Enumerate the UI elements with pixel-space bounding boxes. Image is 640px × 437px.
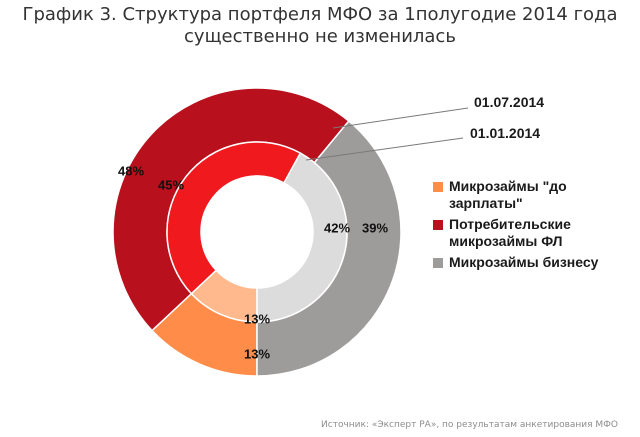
legend-swatch-consumer xyxy=(433,220,443,230)
legend-item-payday: Микрозаймы "до зарплаты" xyxy=(433,178,633,212)
inner-label-consumer: 45% xyxy=(158,177,184,192)
slice-labels: 13% 48% 39% 13% 45% 42% xyxy=(118,163,388,361)
donut-slices xyxy=(112,87,402,377)
callout-leader-outer xyxy=(332,107,469,129)
callout-label-outer: 01.07.2014 xyxy=(474,94,544,110)
legend: Микрозаймы "до зарплаты" Потребительские… xyxy=(433,178,633,275)
legend-label-business-line-1: Микрозаймы бизнесу xyxy=(449,254,599,270)
source-note: Источник: «Эксперт РА», по результатам а… xyxy=(321,420,618,430)
outer-label-business: 39% xyxy=(362,220,388,235)
legend-label-consumer-line-2: микрозаймы ФЛ xyxy=(449,233,563,249)
chart-title-line-1: График 3. Структура портфеля МФО за 1пол… xyxy=(22,4,618,25)
inner-slice-business xyxy=(256,152,348,323)
legend-label-payday-line-2: зарплаты" xyxy=(449,195,523,211)
outer-label-payday: 13% xyxy=(244,346,270,361)
legend-label-consumer-line-1: Потребительские xyxy=(449,216,571,232)
legend-swatch-payday xyxy=(433,182,443,192)
legend-item-consumer: Потребительские микрозаймы ФЛ xyxy=(433,216,633,250)
outer-label-consumer: 48% xyxy=(118,163,144,178)
chart-title: График 3. Структура портфеля МФО за 1пол… xyxy=(0,4,640,48)
legend-label-payday-line-1: Микрозаймы "до xyxy=(449,178,567,194)
callouts: 01.07.2014 01.01.2014 xyxy=(305,94,544,161)
legend-item-business: Микрозаймы бизнесу xyxy=(433,254,633,271)
inner-label-business: 42% xyxy=(324,220,350,235)
chart-title-line-2: существенно не изменилась xyxy=(184,26,456,47)
callout-label-inner: 01.01.2014 xyxy=(470,125,540,141)
legend-swatch-business xyxy=(433,258,443,268)
callout-leader-inner xyxy=(305,137,464,161)
inner-label-payday: 13% xyxy=(244,311,270,326)
inner-slice-consumer xyxy=(166,141,302,295)
